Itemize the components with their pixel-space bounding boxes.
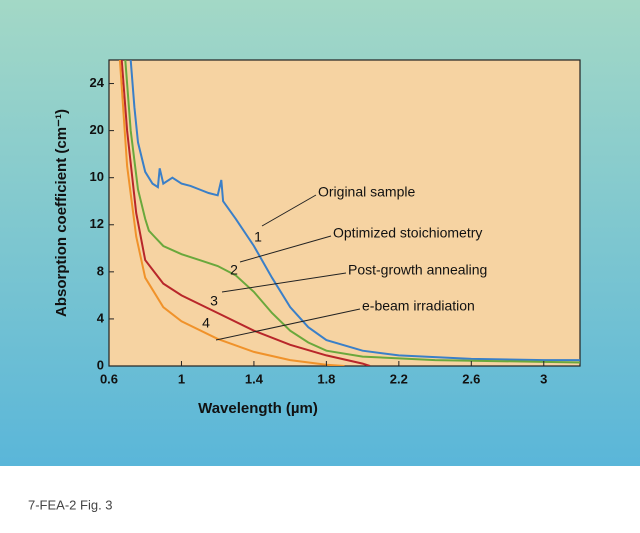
series-number: 3 [210, 293, 218, 309]
series-number: 1 [254, 229, 262, 245]
x-tick-label: 2.2 [390, 371, 408, 386]
x-tick-label: 3 [540, 371, 547, 386]
x-tick-label: 1.4 [245, 371, 264, 386]
series-line [129, 60, 580, 362]
leader-line [239, 235, 332, 263]
leader-line [215, 308, 361, 341]
x-tick-label: 1.8 [317, 371, 335, 386]
caption: 7-FEA-2 Fig. 3 [28, 497, 113, 512]
y-tick-label: 12 [90, 216, 104, 231]
y-tick-label: 8 [97, 263, 104, 278]
y-tick-label: 4 [97, 310, 105, 325]
series-name: e-beam irradiation [362, 298, 475, 314]
y-tick-label: 0 [97, 357, 104, 372]
leader-line [261, 194, 317, 227]
x-tick-label: 2.6 [462, 371, 480, 386]
series-line [118, 60, 345, 366]
plot-area [108, 59, 581, 367]
leader-line [221, 272, 347, 293]
y-tick-label: 24 [90, 75, 105, 90]
series-line [120, 60, 371, 366]
lines [118, 60, 580, 366]
series-number: 4 [202, 315, 210, 331]
x-tick-label: 0.6 [100, 371, 118, 386]
x-axis-label: Wavelength (µm) [198, 400, 318, 417]
y-tick-label: 10 [90, 169, 104, 184]
series-line [124, 60, 580, 364]
series-number: 2 [230, 262, 238, 278]
series-name: Original sample [318, 184, 415, 200]
y-tick-label: 20 [90, 122, 104, 137]
series-name: Optimized stoichiometry [333, 225, 482, 241]
x-tick-label: 1 [178, 371, 185, 386]
series-name: Post-growth annealing [348, 262, 487, 278]
y-axis-label: Absorption coefficient (cm⁻¹) [53, 109, 70, 317]
